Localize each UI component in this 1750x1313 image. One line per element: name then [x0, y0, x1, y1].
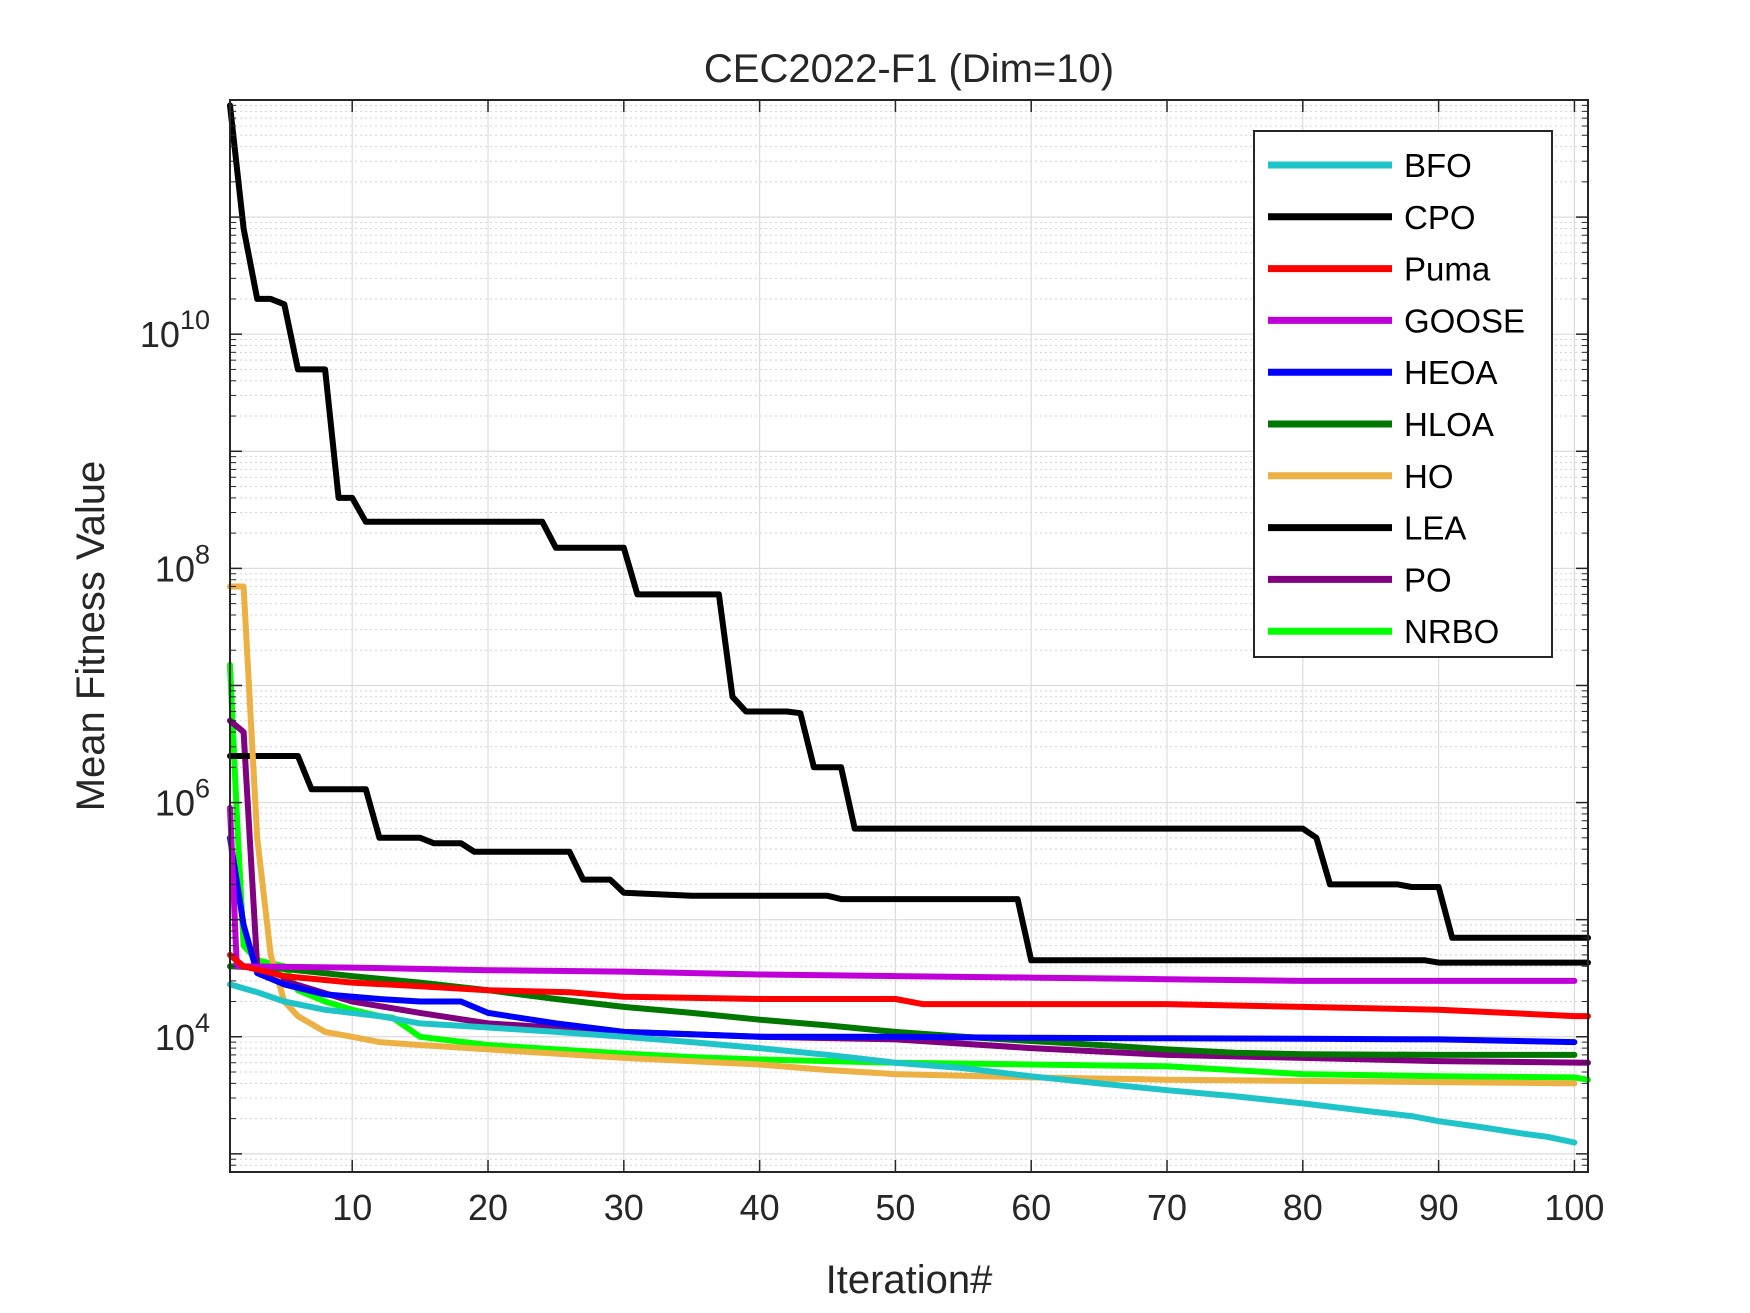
x-tick-label: 70 [1147, 1187, 1187, 1228]
y-tick-exponent: 4 [195, 1008, 210, 1038]
legend-label-lea: LEA [1404, 510, 1466, 547]
legend-label-puma: Puma [1404, 251, 1491, 288]
legend-label-hloa: HLOA [1404, 406, 1494, 443]
y-tick-label: 104 [155, 1008, 210, 1058]
plot-frame [229, 99, 1589, 1173]
series-line-bfo [227, 981, 1578, 1146]
legend-label-goose: GOOSE [1404, 302, 1525, 339]
series-line-goose [227, 804, 1578, 984]
series-layer [227, 102, 1591, 1146]
x-tick-label: 50 [875, 1187, 915, 1228]
series-line-puma [227, 951, 1591, 1020]
series-line-heoa [227, 834, 1578, 1046]
x-tick-label: 80 [1283, 1187, 1323, 1228]
x-tick-label: 10 [332, 1187, 372, 1228]
x-tick-label: 90 [1419, 1187, 1459, 1228]
series-line-hloa [227, 963, 1578, 1058]
x-tick-label: 40 [740, 1187, 780, 1228]
legend-label-bfo: BFO [1404, 147, 1472, 184]
legend-label-heoa: HEOA [1404, 354, 1498, 391]
y-tick-label: 106 [155, 774, 210, 824]
axis-ticks [230, 99, 1588, 1172]
y-tick-base: 10 [140, 314, 180, 355]
series-line-ho [227, 583, 1578, 1087]
chart-title: CEC2022-F1 (Dim=10) [704, 47, 1114, 91]
x-tick-label: 60 [1011, 1187, 1051, 1228]
y-tick-base: 10 [155, 783, 195, 824]
x-tick-label: 20 [468, 1187, 508, 1228]
x-axis-label: Iteration# [826, 1258, 994, 1302]
y-tick-exponent: 6 [195, 774, 210, 804]
y-tick-exponent: 8 [195, 539, 210, 569]
series-line-cpo [227, 102, 1591, 941]
x-tick-label: 100 [1544, 1187, 1604, 1228]
y-tick-exponent: 10 [180, 305, 210, 335]
legend-label-nrbo: NRBO [1404, 613, 1499, 650]
x-tick-labels: 10 20 30 40 50 60 70 80 90 100 [332, 1187, 1604, 1228]
y-axis-label: Mean Fitness Value [69, 461, 113, 812]
series-line-lea [227, 753, 1591, 966]
legend-label-cpo: CPO [1404, 199, 1476, 236]
y-tick-base: 10 [155, 1017, 195, 1058]
legend: BFO CPO Puma GOOSE HEOA HLOA HO LEA PO NRBO [1253, 130, 1553, 658]
legend-label-ho: HO [1404, 458, 1454, 495]
legend-label-po: PO [1404, 561, 1452, 598]
y-tick-label: 108 [155, 539, 210, 589]
x-tick-label: 30 [604, 1187, 644, 1228]
y-tick-base: 10 [155, 548, 195, 589]
y-tick-label: 1010 [140, 305, 210, 355]
